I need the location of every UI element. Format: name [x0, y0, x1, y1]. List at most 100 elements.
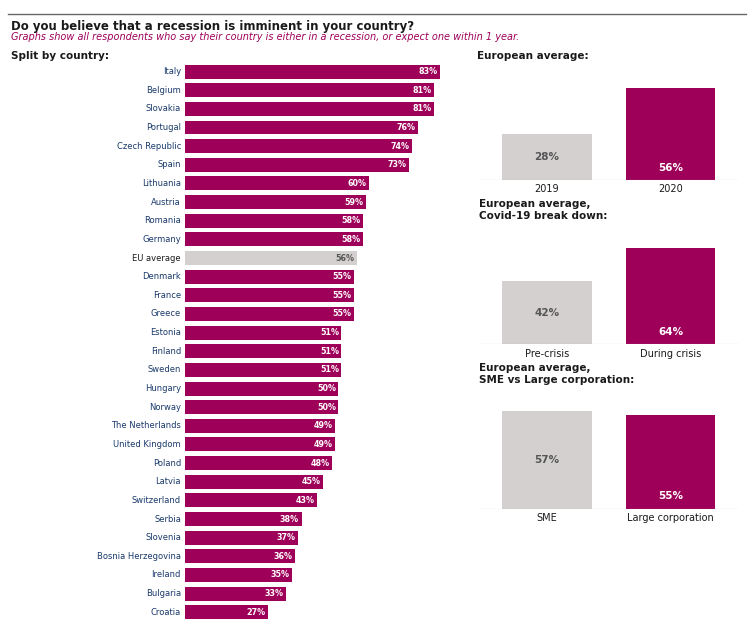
Text: Serbia: Serbia: [154, 514, 181, 523]
Bar: [185, 494, 317, 507]
Bar: [185, 102, 434, 116]
Bar: [185, 400, 339, 414]
Text: 56%: 56%: [336, 253, 354, 262]
Text: 37%: 37%: [277, 533, 296, 542]
Text: European average,
Covid-19 break down:: European average, Covid-19 break down:: [479, 199, 607, 221]
Text: Slovenia: Slovenia: [145, 533, 181, 542]
Text: 43%: 43%: [296, 496, 314, 505]
Text: 55%: 55%: [658, 491, 683, 501]
Bar: [185, 419, 336, 433]
Text: Czech Republic: Czech Republic: [117, 142, 181, 150]
Bar: [185, 512, 302, 526]
Bar: [185, 195, 366, 209]
Bar: [185, 605, 268, 619]
Text: 49%: 49%: [314, 422, 333, 430]
Bar: [185, 83, 434, 97]
Text: Latvia: Latvia: [155, 477, 181, 486]
Text: 55%: 55%: [333, 272, 351, 281]
Text: EU average: EU average: [133, 253, 181, 262]
Text: Slovakia: Slovakia: [146, 104, 181, 113]
Bar: [626, 415, 716, 509]
Text: 73%: 73%: [388, 161, 406, 169]
Text: 27%: 27%: [246, 608, 265, 617]
Text: Sweden: Sweden: [148, 365, 181, 374]
Text: Split by country:: Split by country:: [11, 51, 109, 61]
Text: 64%: 64%: [658, 327, 683, 337]
Bar: [502, 411, 591, 509]
Bar: [185, 475, 323, 489]
Text: Lithuania: Lithuania: [142, 179, 181, 188]
Text: 55%: 55%: [333, 310, 351, 319]
Text: European average:: European average:: [477, 51, 589, 61]
Text: 83%: 83%: [418, 67, 437, 76]
Text: Bulgaria: Bulgaria: [146, 589, 181, 598]
Bar: [185, 251, 357, 265]
Bar: [185, 139, 412, 153]
Text: 45%: 45%: [302, 477, 320, 486]
Text: 60%: 60%: [348, 179, 366, 188]
Text: Denmark: Denmark: [143, 272, 181, 281]
Text: Bosnia Herzegovina: Bosnia Herzegovina: [97, 552, 181, 561]
Text: 38%: 38%: [280, 514, 299, 523]
Text: Do you believe that a recession is imminent in your country?: Do you believe that a recession is immin…: [11, 20, 415, 33]
Text: Greece: Greece: [151, 310, 181, 319]
Text: 74%: 74%: [391, 142, 409, 150]
Text: 48%: 48%: [311, 459, 329, 468]
Text: 51%: 51%: [320, 347, 339, 356]
Text: Graphs show all respondents who say their country is either in a recession, or e: Graphs show all respondents who say thei…: [11, 32, 520, 42]
Text: 33%: 33%: [265, 589, 284, 598]
Text: France: France: [153, 291, 181, 300]
Text: Hungary: Hungary: [145, 384, 181, 393]
Text: 81%: 81%: [412, 104, 431, 113]
Text: European average,
SME vs Large corporation:: European average, SME vs Large corporati…: [479, 363, 634, 385]
Bar: [185, 288, 354, 302]
Bar: [185, 158, 409, 172]
Text: 36%: 36%: [274, 552, 293, 561]
Text: Croatia: Croatia: [151, 608, 181, 617]
Text: Austria: Austria: [152, 198, 181, 207]
Text: 42%: 42%: [535, 308, 559, 318]
Text: Germany: Germany: [143, 235, 181, 244]
Text: Spain: Spain: [158, 161, 181, 169]
Bar: [185, 568, 293, 582]
Bar: [185, 531, 299, 545]
Bar: [185, 176, 369, 190]
Bar: [626, 88, 716, 180]
Text: 35%: 35%: [271, 571, 290, 580]
Text: 76%: 76%: [397, 123, 416, 132]
Text: 51%: 51%: [320, 328, 339, 337]
Bar: [185, 64, 440, 78]
Bar: [185, 586, 287, 600]
Text: 58%: 58%: [342, 216, 360, 225]
Text: 58%: 58%: [342, 235, 360, 244]
Text: Portugal: Portugal: [146, 123, 181, 132]
Bar: [626, 248, 716, 344]
Bar: [185, 270, 354, 284]
Bar: [185, 307, 354, 321]
Bar: [185, 233, 363, 246]
Text: United Kingdom: United Kingdom: [113, 440, 181, 449]
Text: 55%: 55%: [333, 291, 351, 300]
Text: Switzerland: Switzerland: [132, 496, 181, 505]
Text: 59%: 59%: [345, 198, 363, 207]
Text: 28%: 28%: [535, 152, 559, 162]
Text: 50%: 50%: [317, 384, 336, 393]
Bar: [185, 325, 342, 339]
Text: 57%: 57%: [535, 455, 559, 465]
Bar: [185, 456, 333, 470]
Bar: [502, 281, 591, 344]
Text: The Netherlands: The Netherlands: [111, 422, 181, 430]
Bar: [185, 121, 418, 135]
Bar: [185, 344, 342, 358]
Text: Estonia: Estonia: [150, 328, 181, 337]
Text: 51%: 51%: [320, 365, 339, 374]
Text: Ireland: Ireland: [152, 571, 181, 580]
Bar: [185, 363, 342, 377]
Text: Italy: Italy: [163, 67, 181, 76]
Bar: [185, 214, 363, 228]
Text: Belgium: Belgium: [146, 86, 181, 95]
Text: Romania: Romania: [144, 216, 181, 225]
Text: Poland: Poland: [153, 459, 181, 468]
Text: 49%: 49%: [314, 440, 333, 449]
Text: Norway: Norway: [149, 403, 181, 411]
